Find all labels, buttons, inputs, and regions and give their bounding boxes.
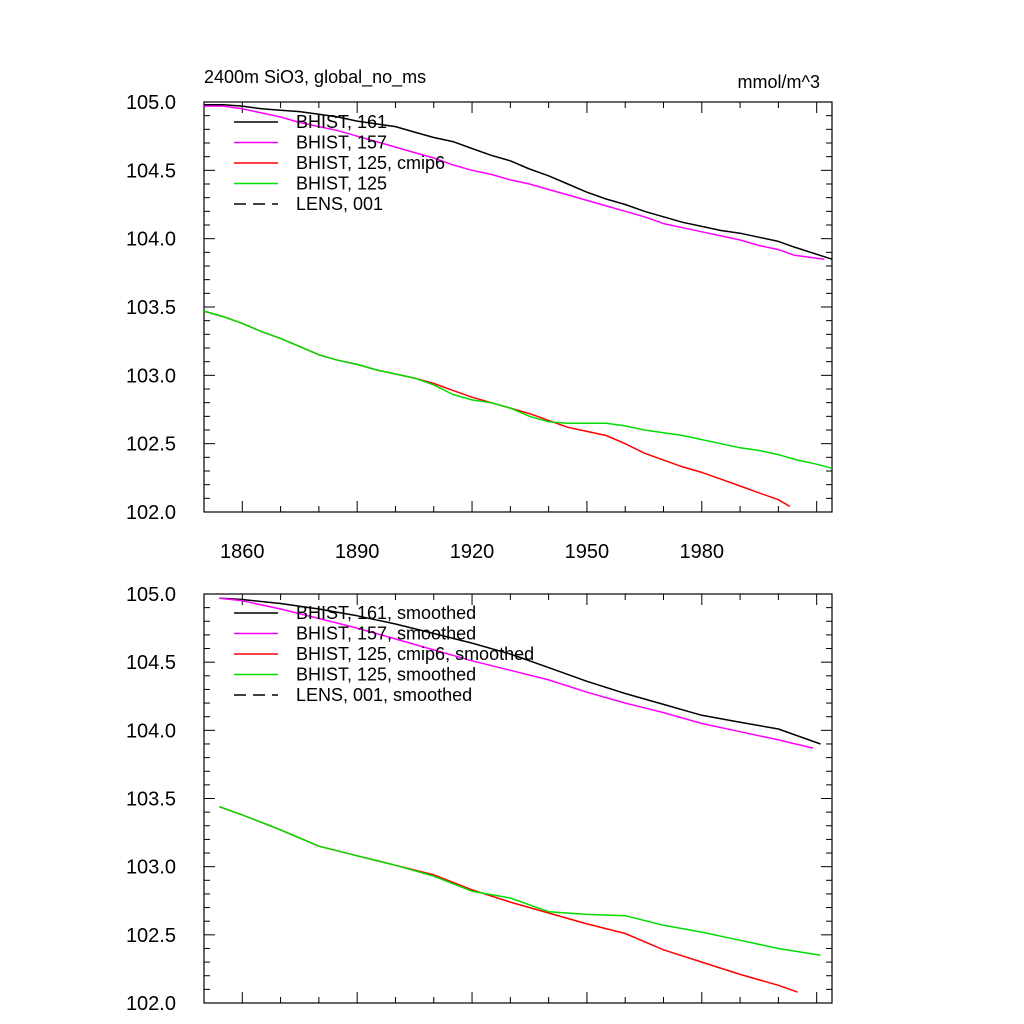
x-tick-label: 1860	[220, 541, 265, 563]
y-tick-label: 105.0	[126, 92, 176, 114]
y-tick-label: 102.0	[126, 993, 176, 1015]
x-tick-label: 1950	[565, 541, 610, 563]
series-line-1	[204, 103, 833, 260]
y-tick-label: 104.5	[126, 160, 176, 182]
top-panel: 102.0 102.5 103.0 103.5 104.0 104.5 105.0 1860 1…	[126, 92, 833, 563]
legend-label: BHIST, 157, smoothed	[296, 624, 476, 644]
series-line-2	[204, 105, 825, 260]
y-tick-label: 102.5	[126, 925, 176, 947]
series-line-4	[219, 805, 821, 957]
legend-label: BHIST, 125	[296, 174, 387, 194]
legend-label: BHIST, 161	[296, 112, 387, 132]
legend-label: BHIST, 125, cmip6	[296, 153, 445, 173]
legend-label: LENS, 001, smoothed	[296, 685, 472, 705]
y-tick-label: 105.0	[126, 584, 176, 606]
legend-label: LENS, 001	[296, 194, 383, 214]
y-tick-label: 104.0	[126, 720, 176, 742]
units-label: mmol/m^3	[738, 72, 820, 92]
series-line-3	[219, 805, 798, 993]
chart-title: 2400m SiO3, global_no_ms	[204, 67, 426, 88]
series-line-1	[219, 597, 821, 745]
legend-label: BHIST, 161, smoothed	[296, 603, 476, 623]
series-line-4	[203, 310, 833, 470]
y-tick-label: 104.0	[126, 229, 176, 251]
y-tick-label: 103.5	[126, 789, 176, 811]
y-tick-label: 102.0	[126, 502, 176, 524]
x-tick-label: 1920	[450, 541, 495, 563]
y-tick-label: 104.5	[126, 652, 176, 674]
y-tick-label: 102.5	[126, 434, 176, 456]
legend-label: BHIST, 125, cmip6, smoothed	[296, 644, 534, 664]
y-tick-label: 103.0	[126, 365, 176, 387]
y-tick-label: 103.5	[126, 297, 176, 319]
x-tick-label: 1890	[335, 541, 380, 563]
x-tick-label: 1980	[680, 541, 725, 563]
legend-label: BHIST, 157	[296, 133, 387, 153]
legend-label: BHIST, 125, smoothed	[296, 665, 476, 685]
series-line-2	[219, 597, 814, 749]
bottom-panel: 102.0 102.5 103.0 103.5 104.0 104.5 105.0 BHIST…	[126, 584, 833, 1015]
series-line-3	[203, 310, 791, 508]
y-tick-label: 103.0	[126, 857, 176, 879]
